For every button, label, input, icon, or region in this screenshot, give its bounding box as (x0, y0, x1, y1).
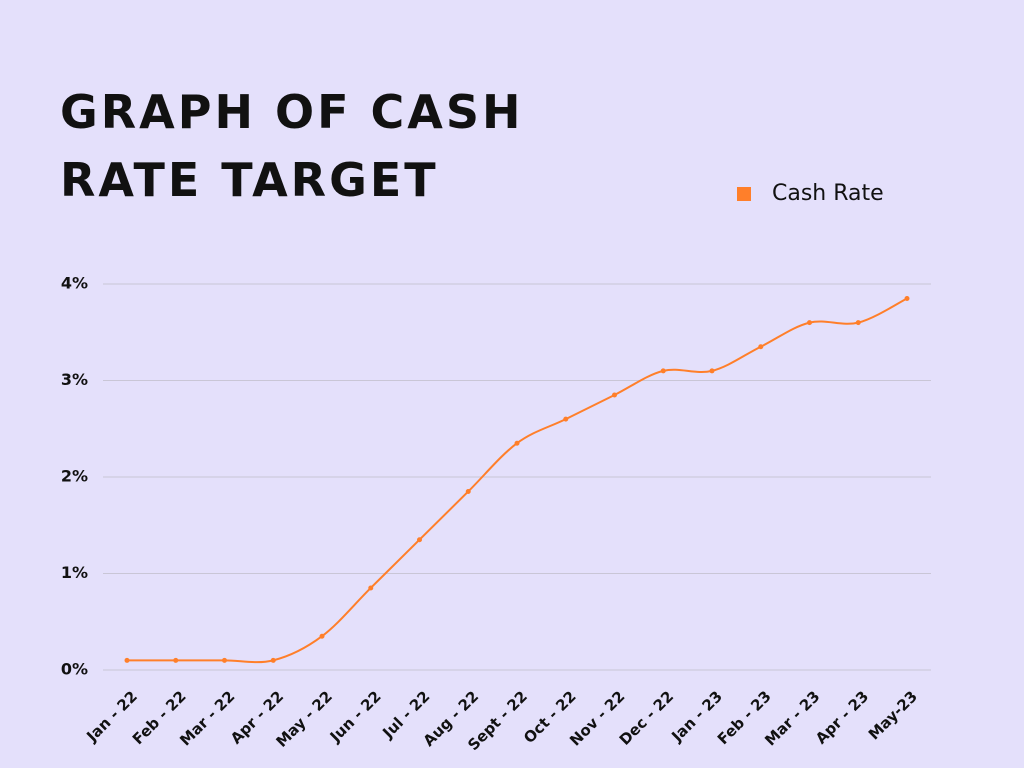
y-tick-label: 4% (61, 274, 88, 293)
x-tick-label: May-23 (865, 687, 921, 743)
y-tick-label: 1% (61, 563, 88, 582)
y-tick-label: 2% (61, 467, 88, 486)
point (709, 368, 715, 374)
point (368, 585, 374, 591)
point (514, 440, 520, 446)
point (660, 368, 666, 374)
point (807, 320, 812, 326)
point (222, 657, 227, 663)
y-tick-label: 0% (61, 660, 88, 679)
x-tick-label: Jun - 22 (326, 687, 385, 746)
point (563, 416, 569, 422)
point (612, 392, 617, 398)
point (417, 537, 422, 543)
point (173, 657, 179, 663)
point (855, 320, 861, 326)
point (270, 657, 276, 663)
x-tick-label: Apr - 23 (812, 687, 872, 747)
point (124, 657, 130, 663)
chart-title: GRAPH OF CASH RATE TARGET (60, 85, 524, 207)
point (465, 488, 471, 494)
line (127, 297, 908, 664)
point (758, 344, 764, 350)
point (904, 295, 910, 301)
point (319, 633, 325, 639)
y-tick-label: 3% (61, 370, 88, 389)
legend-swatch (737, 187, 751, 201)
legend-label: Cash Rate (772, 181, 884, 206)
